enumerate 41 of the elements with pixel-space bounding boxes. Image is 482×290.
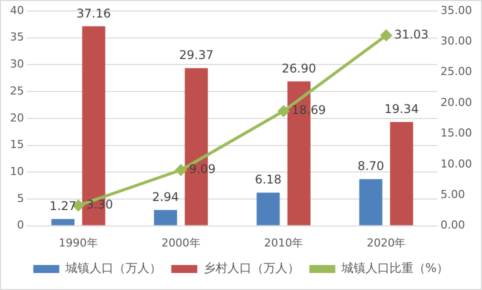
legend-label: 城镇人口（万人）: [64, 261, 162, 276]
bar: [51, 218, 74, 226]
data-label: 6.18: [254, 172, 282, 187]
point: [380, 30, 392, 41]
x-tick-label: 2000年: [161, 236, 200, 250]
x-tick-label: 2020年: [366, 236, 406, 250]
y-tick-label: 35: [10, 30, 24, 44]
point: [175, 164, 186, 176]
point: [278, 106, 290, 117]
data-label: 31.03: [394, 27, 429, 42]
data-label: 37.16: [76, 6, 111, 20]
y-tick-label: 10: [10, 164, 24, 178]
bar: [256, 192, 280, 226]
y2-tick-label: 10.00: [440, 157, 472, 170]
y2-tick-label: 20.00: [440, 96, 472, 109]
data-label: 2.94: [152, 190, 179, 204]
y-tick-label: 30: [10, 58, 24, 71]
legend-label: 乡村人口（万人）: [203, 261, 300, 276]
y-tick-label: 20: [10, 111, 24, 124]
data-label: 19.34: [384, 102, 419, 116]
bar: [390, 122, 414, 226]
y-tick-label: 5: [16, 192, 24, 205]
legend-label: 城镇人口比重（%）: [340, 261, 449, 276]
y-tick-label: 15: [10, 138, 24, 152]
y2-tick-label: 0.00: [440, 218, 466, 232]
bar: [359, 179, 382, 226]
x-tick-label: 1990年: [58, 236, 98, 250]
y2-tick-label: 30.00: [440, 34, 472, 48]
data-label: 26.90: [282, 61, 316, 76]
bar: [154, 210, 178, 226]
y-tick-label: 25: [10, 84, 24, 98]
data-label: 1.27: [50, 199, 76, 214]
y-tick-label: 40: [10, 4, 24, 17]
y2-tick-label: 25.00: [440, 65, 472, 78]
y2-tick-label: 35.00: [440, 4, 472, 17]
x-tick-label: 2010年: [264, 236, 304, 250]
y-tick-label: 0: [16, 218, 24, 232]
data-label: 29.37: [179, 48, 214, 62]
y2-tick-label: 15.00: [440, 126, 472, 140]
y2-tick-label: 5.00: [440, 188, 466, 201]
data-label: 8.70: [357, 159, 384, 174]
